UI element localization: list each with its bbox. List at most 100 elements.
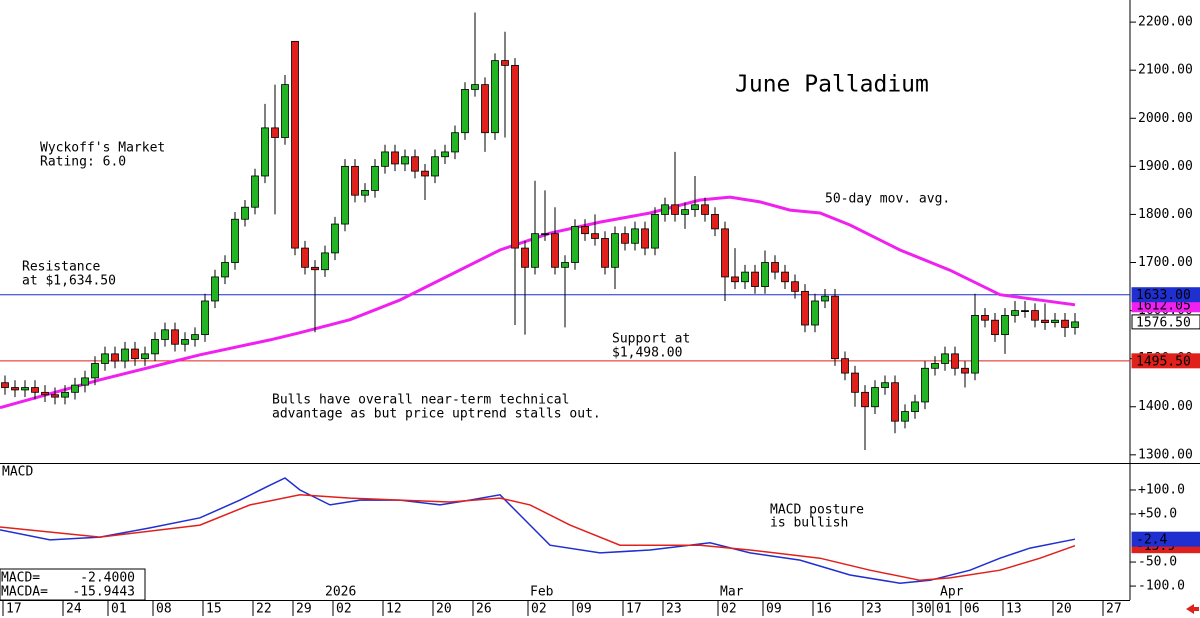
y-tick-label: 2000.00 (1138, 111, 1193, 126)
y-tick-label: -100.0 (1138, 579, 1185, 594)
candle-body (1011, 310, 1019, 316)
price-badge-label: 1633.00 (1136, 288, 1191, 303)
candle-body (641, 228, 649, 249)
month-label: Feb (530, 585, 554, 600)
x-tick-label: 16 (816, 602, 832, 617)
candle-body (831, 295, 839, 360)
x-tick-label: 24 (66, 602, 82, 617)
price-badge-label: 1495.50 (1136, 354, 1191, 369)
candle-body (341, 165, 349, 225)
candle-body (1061, 319, 1069, 328)
x-tick-label: 02 (721, 602, 737, 617)
candle-body (201, 300, 209, 336)
candle-body (101, 353, 109, 364)
candle-body (311, 266, 319, 271)
candle-body (961, 367, 969, 374)
candle-body (501, 60, 509, 66)
candle-body (171, 329, 179, 345)
candle-body (691, 204, 699, 211)
candle-body (721, 228, 729, 278)
candle-body (471, 84, 479, 90)
candle-body (751, 271, 759, 287)
candle-body (511, 64, 519, 249)
candle-body (621, 233, 629, 244)
candle-body (711, 214, 719, 230)
x-tick-label: 02 (531, 602, 547, 617)
candle-body (801, 290, 809, 326)
candle-body (681, 209, 689, 215)
moving-average-line (0, 195, 1076, 410)
annotation: at $1,634.50 (22, 274, 116, 289)
candle-body (231, 218, 239, 263)
candle-body (871, 387, 879, 408)
y-tick-label: -50.0 (1138, 555, 1177, 570)
y-tick-label: 1800.00 (1138, 207, 1193, 222)
x-tick-label: 30 (916, 602, 932, 617)
readout-name: MACDA= (1, 585, 48, 600)
candle-body (701, 204, 709, 215)
candle-body (941, 353, 949, 364)
candle-body (451, 132, 459, 153)
candle-body (21, 387, 29, 391)
annotation: advantage as but price uptrend stalls ou… (272, 407, 601, 422)
candle-body (371, 165, 379, 191)
candle-body (1, 382, 9, 388)
x-tick-label: 12 (386, 602, 402, 617)
candle-body (151, 339, 159, 355)
candle-body (651, 214, 659, 249)
candle-body (951, 353, 959, 369)
readout-value: -2.4000 (80, 571, 135, 586)
candle-body (141, 353, 149, 360)
candle-body (601, 238, 609, 268)
candle-body (631, 228, 639, 244)
candle-body (861, 391, 869, 408)
price-badge (1131, 314, 1200, 330)
x-tick-label: 09 (766, 602, 782, 617)
month-label: 2026 (325, 585, 356, 600)
x-tick-label: 23 (866, 602, 882, 617)
candle-body (411, 156, 419, 172)
candle-body (11, 387, 19, 391)
price-badge-label: 1576.50 (1136, 315, 1191, 330)
candle-body (851, 372, 859, 393)
candle-body (271, 127, 279, 138)
x-tick-label: 15 (206, 602, 222, 617)
candle-body (671, 204, 679, 215)
candle-body (891, 382, 899, 422)
x-tick-label: 01 (111, 602, 127, 617)
scroll-arrow[interactable] (1186, 604, 1199, 614)
candle-body (191, 334, 199, 340)
x-tick-label: 26 (476, 602, 492, 617)
candle-body (301, 247, 309, 268)
candle-body (41, 391, 49, 396)
candle-body (321, 252, 329, 271)
y-tick-label: 1700.00 (1138, 255, 1193, 270)
chart-title: June Palladium (735, 72, 929, 98)
candle-body (261, 127, 269, 177)
candle-body (571, 226, 579, 263)
candle-body (581, 226, 589, 235)
price-badge (1131, 287, 1200, 303)
candle-body (131, 348, 139, 360)
x-tick-label: 23 (666, 602, 682, 617)
y-tick-label: 1400.00 (1138, 399, 1193, 414)
candle-body (431, 156, 439, 177)
candle-body (1001, 314, 1009, 336)
candle-body (1021, 310, 1029, 312)
readout-name: MACD= (1, 571, 40, 586)
readout-value: -15.9443 (72, 585, 135, 600)
candle-body (441, 151, 449, 158)
y-tick-label: 1300.00 (1138, 447, 1193, 462)
candle-body (241, 206, 249, 220)
y-tick-label: 2100.00 (1138, 63, 1193, 78)
candle-body (61, 391, 69, 398)
candle-body (221, 262, 229, 278)
candle-body (781, 271, 789, 283)
candle-body (31, 387, 39, 393)
candle-body (521, 247, 529, 268)
candle-body (161, 329, 169, 340)
month-label: Apr (940, 585, 964, 600)
candle-body (541, 233, 549, 236)
